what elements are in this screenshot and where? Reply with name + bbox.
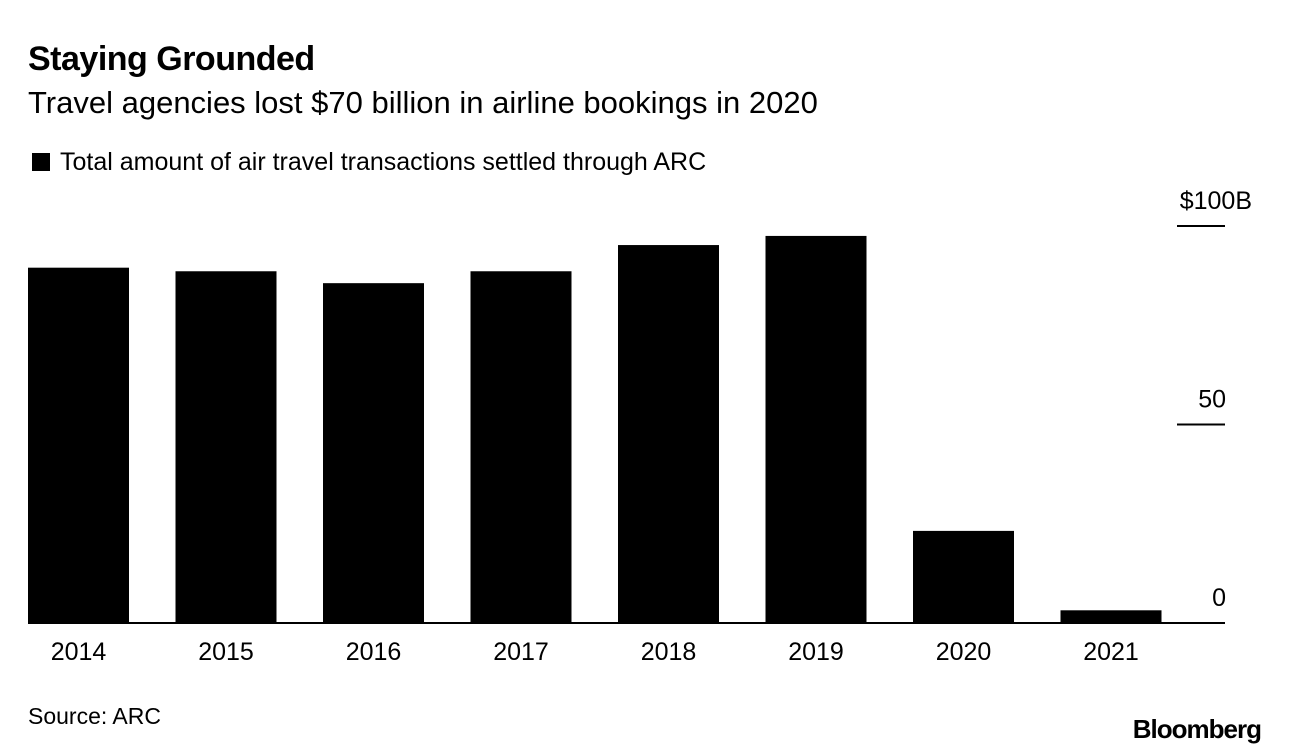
source-note: Source: ARC [28, 703, 161, 729]
y-tick-label-0: 0 [1212, 584, 1226, 612]
x-tick-label-2017: 2017 [493, 638, 549, 666]
bar-2019 [765, 235, 867, 624]
x-tick-label-2015: 2015 [198, 638, 254, 666]
y-tick-label-50: 50 [1198, 386, 1226, 414]
x-axis-labels: 2014 2015 2016 2017 2018 2019 2020 2021 [51, 638, 1139, 666]
bar-2020 [913, 530, 1014, 623]
y-axis-ticks: 0 50 $100B [1177, 187, 1252, 612]
x-tick-label-2014: 2014 [51, 638, 107, 666]
x-tick-label-2019: 2019 [788, 638, 844, 666]
bar-2018 [618, 245, 719, 623]
chart-title: Staying Grounded [28, 40, 315, 78]
bar-2017 [470, 271, 572, 623]
legend: Total amount of air travel transactions … [32, 146, 706, 178]
x-tick-label-2018: 2018 [641, 638, 697, 666]
chart-subtitle: Travel agencies lost $70 billion in airl… [28, 85, 818, 120]
legend-label: Total amount of air travel transactions … [60, 147, 707, 176]
bars-group [28, 235, 1162, 624]
x-tick-label-2020: 2020 [936, 638, 992, 666]
bar-2021 [1060, 610, 1162, 623]
x-tick-label-2021: 2021 [1083, 638, 1139, 666]
bar-2015 [175, 271, 277, 623]
x-tick-label-2016: 2016 [346, 638, 402, 666]
bar-2016 [323, 283, 424, 623]
bar-2014 [28, 267, 129, 623]
legend-swatch [32, 153, 50, 171]
y-tick-label-100: $100B [1180, 187, 1252, 215]
bloomberg-logo: Bloomberg [1132, 714, 1262, 744]
